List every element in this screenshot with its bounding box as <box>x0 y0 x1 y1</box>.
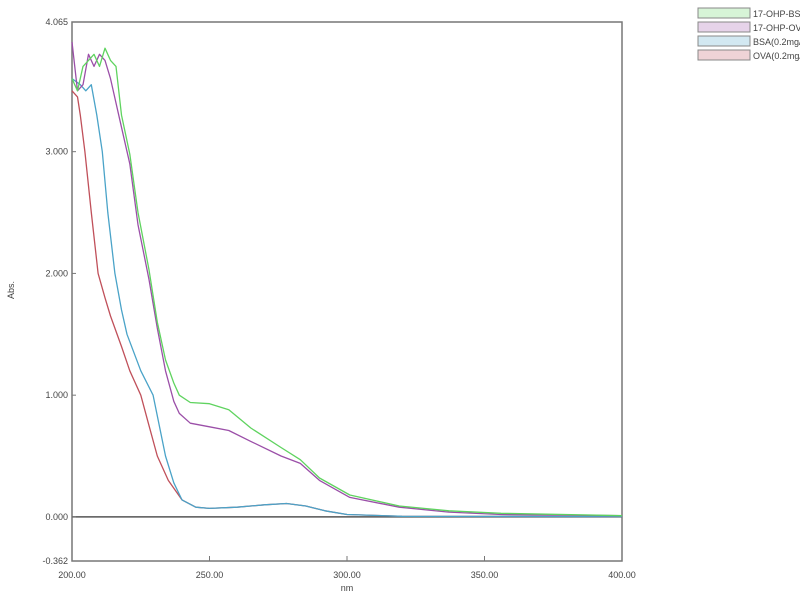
y-axis-label: Abs. <box>6 281 16 299</box>
x-tick-label: 300.00 <box>333 570 361 580</box>
x-tick-label: 350.00 <box>471 570 499 580</box>
y-tick-label: 4.065 <box>45 17 68 27</box>
x-tick-label: 250.00 <box>196 570 224 580</box>
series-line-17-ohp-ova- <box>71 42 623 517</box>
legend-swatch <box>697 49 751 61</box>
y-tick-label: 1.000 <box>45 390 68 400</box>
y-tick-label: 3.000 <box>45 147 68 157</box>
x-tick-label: 200.00 <box>58 570 86 580</box>
legend-label: 17-OHP-OVA( <box>753 23 800 33</box>
x-axis: 200.00 250.00 300.00 350.00 400.00 <box>58 556 636 580</box>
legend-swatch <box>697 7 751 19</box>
x-tick-label: 400.00 <box>608 570 636 580</box>
series-line-17-ohp-bsa- <box>71 47 623 517</box>
y-tick-label: 0.000 <box>45 512 68 522</box>
y-tick-label: 2.000 <box>45 268 68 278</box>
legend-swatch <box>697 35 751 47</box>
y-tick-label: -0.362 <box>42 556 68 566</box>
plot-frame <box>71 21 623 562</box>
legend-swatch <box>697 21 751 33</box>
legend-label: 17-OHP-BSA( <box>753 9 800 19</box>
series-line-bsa-0-2mg-ml- <box>71 78 623 518</box>
legend: 17-OHP-BSA( 17-OHP-OVA( BSA(0.2mg/ml) OVA(0… <box>697 7 800 61</box>
x-axis-label: nm <box>341 583 354 593</box>
series-lines <box>71 42 623 518</box>
legend-label: OVA(0.2mg/ml) <box>753 51 800 61</box>
y-axis: 4.065 3.000 2.000 1.000 0.000 -0.362 <box>42 17 76 566</box>
legend-label: BSA(0.2mg/ml) <box>753 37 800 47</box>
